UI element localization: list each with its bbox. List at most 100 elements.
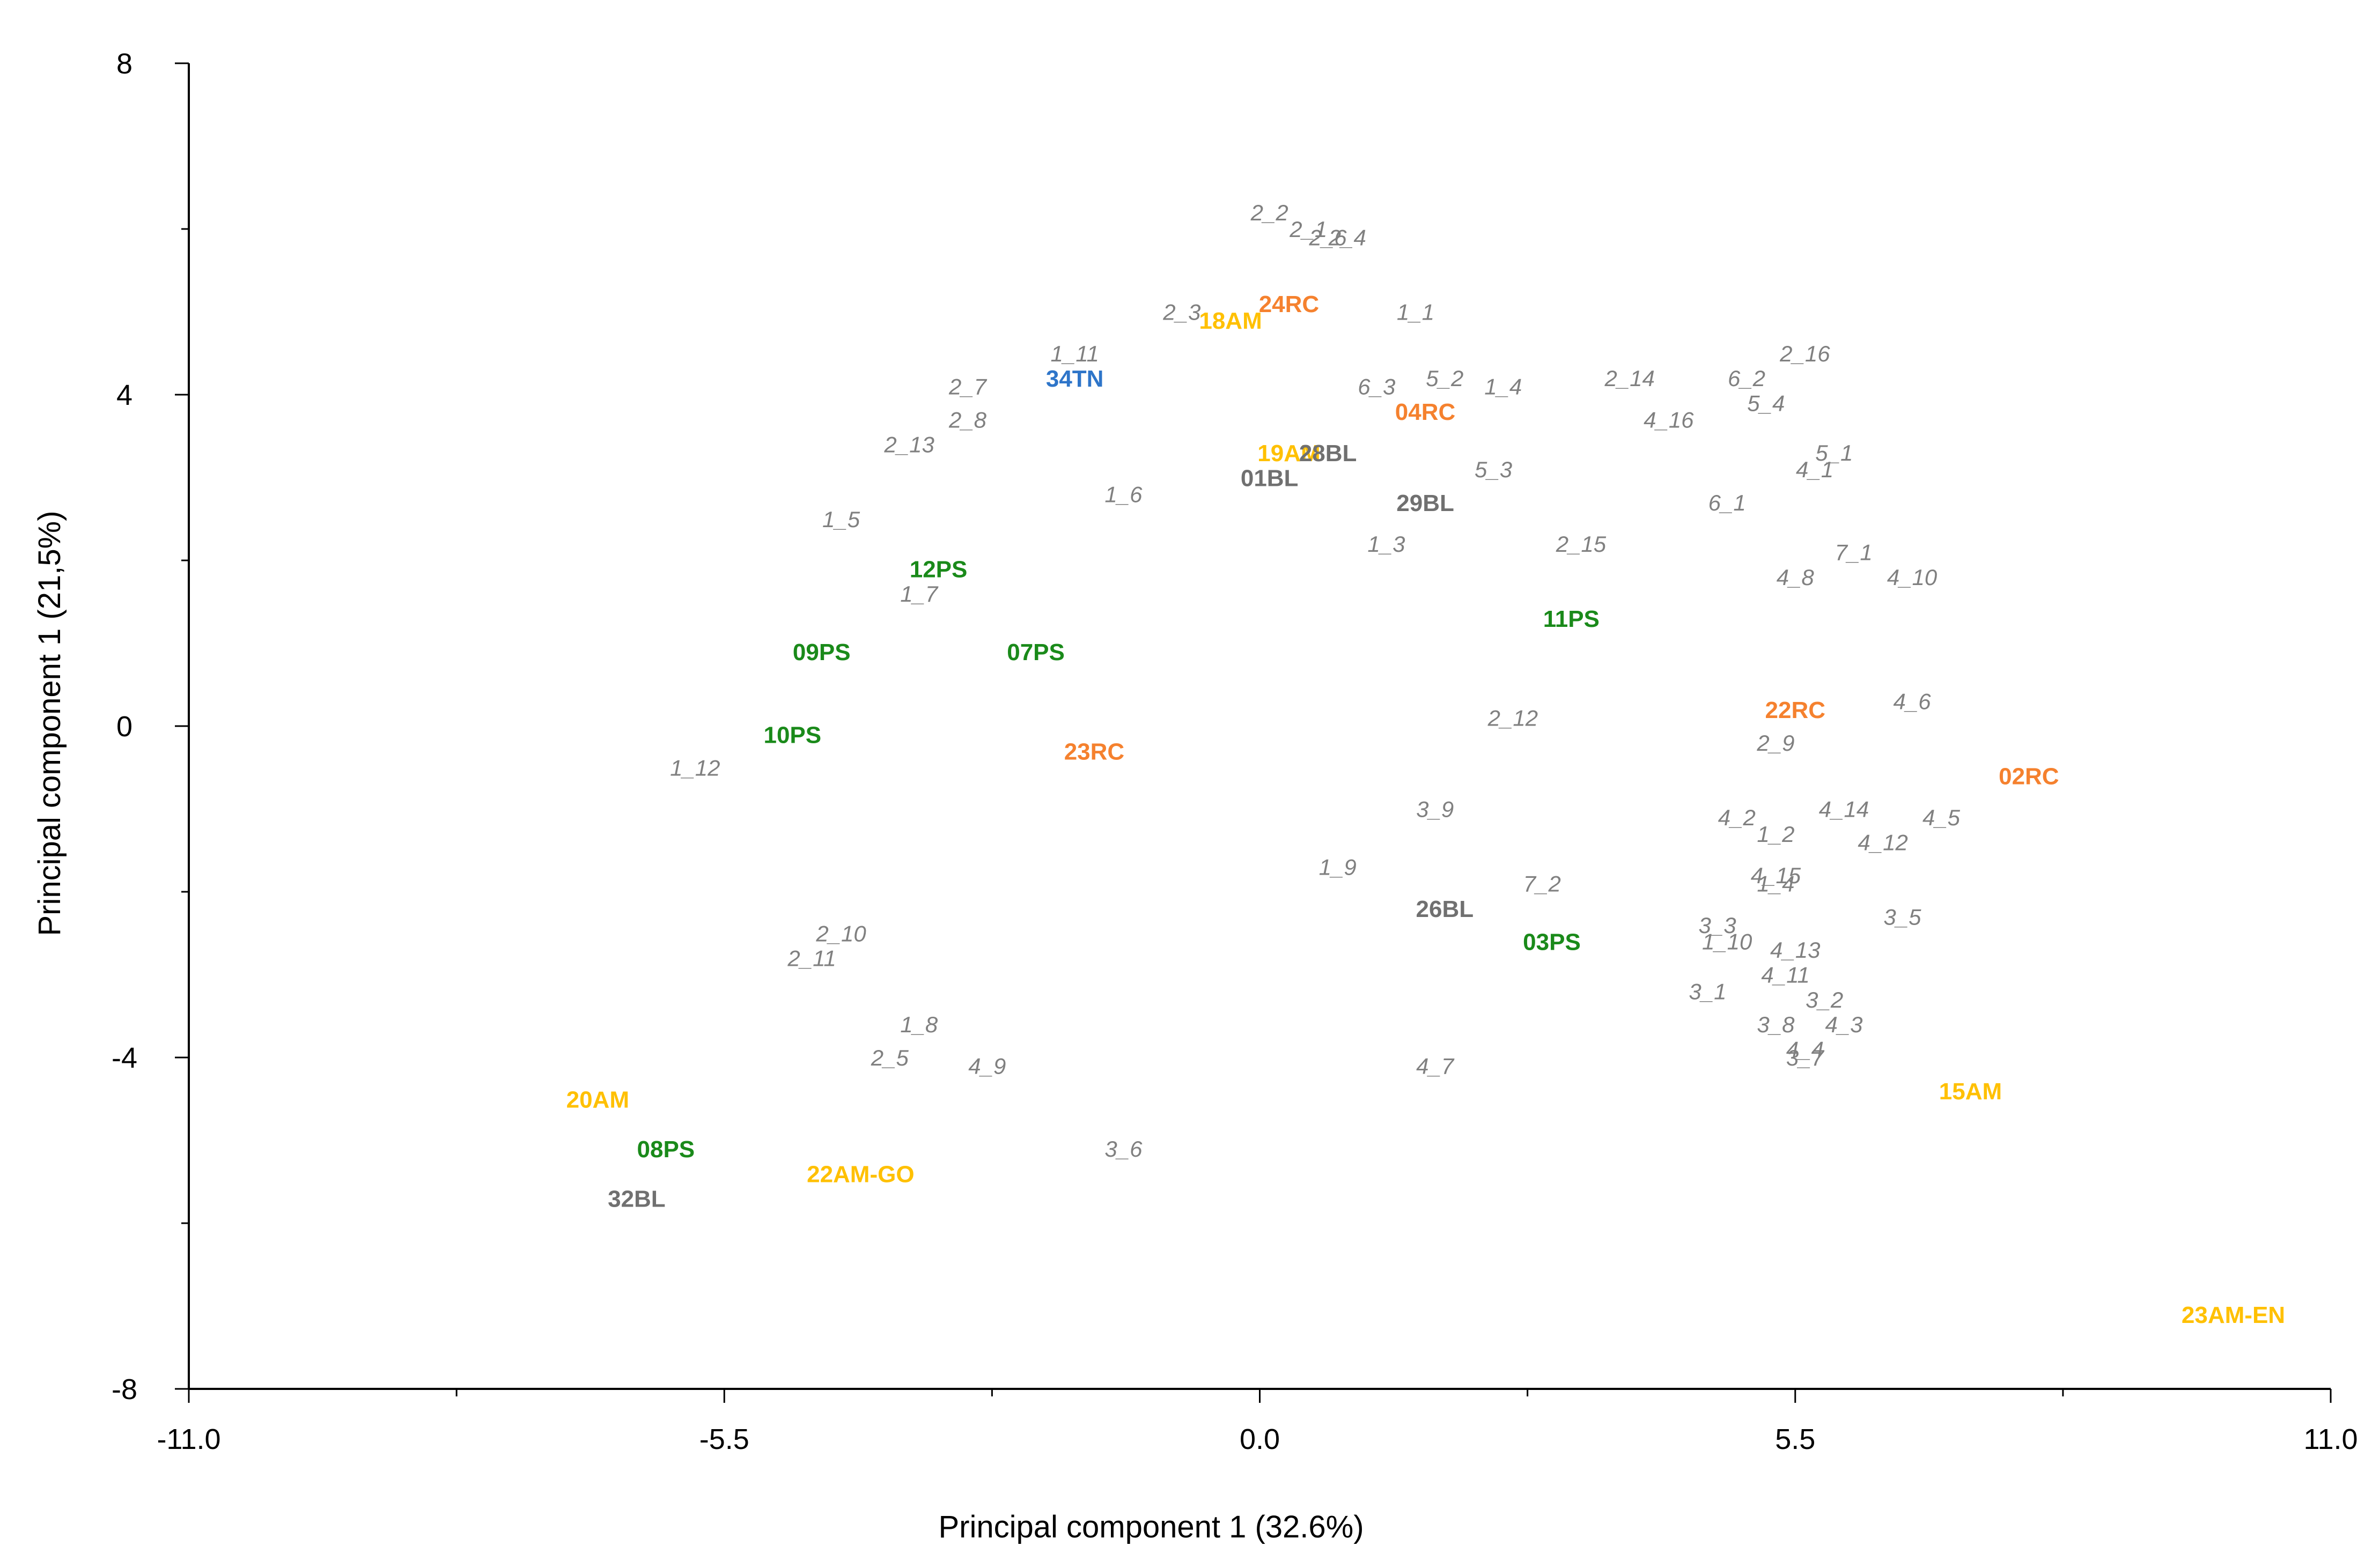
- variable-label: 2_3: [1162, 300, 1200, 325]
- variable-label: 3_8: [1757, 1012, 1795, 1037]
- x-tick-label: -11.0: [157, 1423, 220, 1455]
- sample-label: 01BL: [1241, 465, 1299, 492]
- variable-label: 2_5: [871, 1045, 909, 1070]
- variable-label: 3_1: [1689, 979, 1726, 1004]
- variable-label: 5_4: [1747, 390, 1785, 416]
- sample-label: 22AM-GO: [807, 1161, 914, 1187]
- variable-label: 3_2: [1806, 987, 1843, 1012]
- variable-label: 5_3: [1475, 457, 1512, 482]
- variable-label: 2_6: [1309, 225, 1347, 250]
- y-tick-label: -4: [112, 1042, 137, 1074]
- sample-label: 32BL: [608, 1186, 666, 1212]
- variable-label: 2_7: [948, 374, 988, 400]
- variable-label: 2_1: [1289, 217, 1327, 242]
- variable-label: 2_9: [1756, 730, 1794, 756]
- variable-labels: 2_22_12_62_4 2_3 1_1 1_11 2_7 6_3 5_2 1_4 2_14 6_…: [670, 200, 1961, 1162]
- x-axis-title: Principal component 1 (32.6%): [938, 1510, 1364, 1544]
- variable-label: 1_12: [670, 755, 720, 780]
- variable-label: 4_15: [1751, 863, 1801, 888]
- variable-label: 4_13: [1770, 937, 1820, 963]
- variable-label: 7_1: [1835, 540, 1873, 565]
- variable-label: 2_11: [787, 946, 836, 971]
- sample-label: 18AM: [1199, 308, 1262, 334]
- sample-label: 07PS: [1007, 639, 1065, 665]
- variable-label: 5_2: [1426, 366, 1463, 391]
- variable-label: 4_5: [1922, 805, 1961, 830]
- variable-label: 2_12: [1487, 706, 1538, 731]
- variable-label: 4_1: [1796, 457, 1833, 482]
- variable-label: 3_7: [1786, 1045, 1825, 1070]
- variable-label: 1_1: [1397, 300, 1434, 325]
- sample-label: 28BL: [1299, 440, 1357, 467]
- sample-label: 23RC: [1064, 738, 1125, 765]
- variable-label: 2_15: [1556, 531, 1607, 557]
- x-tick-label: 5.5: [1775, 1423, 1815, 1455]
- sample-label: 02RC: [1999, 764, 2059, 790]
- variable-label: 7_2: [1523, 871, 1561, 897]
- variable-label: 2_16: [1779, 341, 1830, 366]
- sample-label: 09PS: [793, 639, 851, 665]
- variable-label: 1_9: [1319, 855, 1357, 880]
- y-tick-label: 0: [116, 711, 132, 743]
- variable-label: 1_5: [822, 507, 860, 532]
- variable-label: 6_3: [1358, 374, 1395, 400]
- x-tick-label: 11.0: [2303, 1423, 2358, 1455]
- variable-label: 3_5: [1883, 904, 1921, 929]
- variable-label: 4_8: [1777, 565, 1815, 590]
- variable-label: 2_2: [1250, 200, 1288, 225]
- variable-label: 4_2: [1718, 805, 1756, 830]
- variable-label: 1_4: [1757, 871, 1794, 897]
- sample-label: 24RC: [1259, 291, 1320, 317]
- sample-label: 10PS: [763, 722, 821, 748]
- sample-label: 22RC: [1765, 697, 1826, 723]
- variable-label: 3_6: [1104, 1136, 1143, 1162]
- variable-label: 1_6: [1104, 482, 1143, 507]
- variable-label: 1_3: [1367, 531, 1405, 557]
- y-tick-label: 8: [116, 48, 132, 80]
- y-tick-label: 4: [116, 379, 132, 411]
- variable-label: 5_1: [1815, 440, 1853, 465]
- y-axis-title: Principal component 1 (21,5%): [32, 511, 67, 936]
- variable-label: 1_2: [1757, 822, 1794, 847]
- variable-label: 2_10: [815, 921, 866, 946]
- variable-label: 1_7: [900, 581, 939, 607]
- variable-label: 3_3: [1699, 913, 1736, 938]
- variable-label: 4_3: [1825, 1012, 1862, 1037]
- axes: -8 -4 0 4 8 -11.0 -5.5 0.0 5.5 11.0: [112, 48, 2358, 1455]
- variable-label: 2_8: [948, 407, 987, 432]
- variable-label: 6_1: [1708, 490, 1746, 515]
- sample-label: 29BL: [1396, 490, 1454, 516]
- sample-label: 19AM: [1257, 440, 1320, 467]
- variable-label: 4_9: [968, 1053, 1006, 1078]
- sample-label: 04RC: [1395, 399, 1456, 425]
- variable-label: 1_11: [1050, 341, 1099, 366]
- sample-label: 15AM: [1939, 1078, 2002, 1105]
- variable-label: 1_8: [900, 1012, 938, 1037]
- sample-label: 20AM: [566, 1086, 629, 1113]
- variable-label: 6_2: [1728, 366, 1765, 391]
- variable-label: 4_12: [1858, 830, 1907, 855]
- y-tick-label: -8: [112, 1373, 137, 1406]
- sample-label: 23AM-EN: [2182, 1302, 2285, 1328]
- x-tick-label: -5.5: [699, 1423, 749, 1455]
- sample-label: 08PS: [637, 1136, 695, 1163]
- sample-label: 26BL: [1416, 896, 1474, 922]
- variable-label: 3_9: [1416, 797, 1454, 822]
- sample-label: 11PS: [1543, 606, 1600, 632]
- sample-label: 12PS: [910, 556, 968, 582]
- variable-label: 4_4: [1786, 1037, 1824, 1062]
- variable-label: 4_7: [1416, 1053, 1455, 1078]
- variable-label: 4_10: [1887, 565, 1938, 590]
- sample-label: 34TN: [1046, 366, 1104, 392]
- variable-label: 2_13: [883, 432, 934, 457]
- x-tick-label: 0.0: [1240, 1423, 1280, 1455]
- variable-label: 2_14: [1604, 366, 1654, 391]
- variable-label: 4_6: [1894, 689, 1932, 714]
- variable-label: 4_16: [1644, 407, 1694, 432]
- sample-label: 03PS: [1523, 929, 1581, 956]
- variable-label: 2_4: [1328, 225, 1366, 250]
- variable-label: 4_14: [1819, 797, 1869, 822]
- variable-label: 4_11: [1761, 963, 1809, 988]
